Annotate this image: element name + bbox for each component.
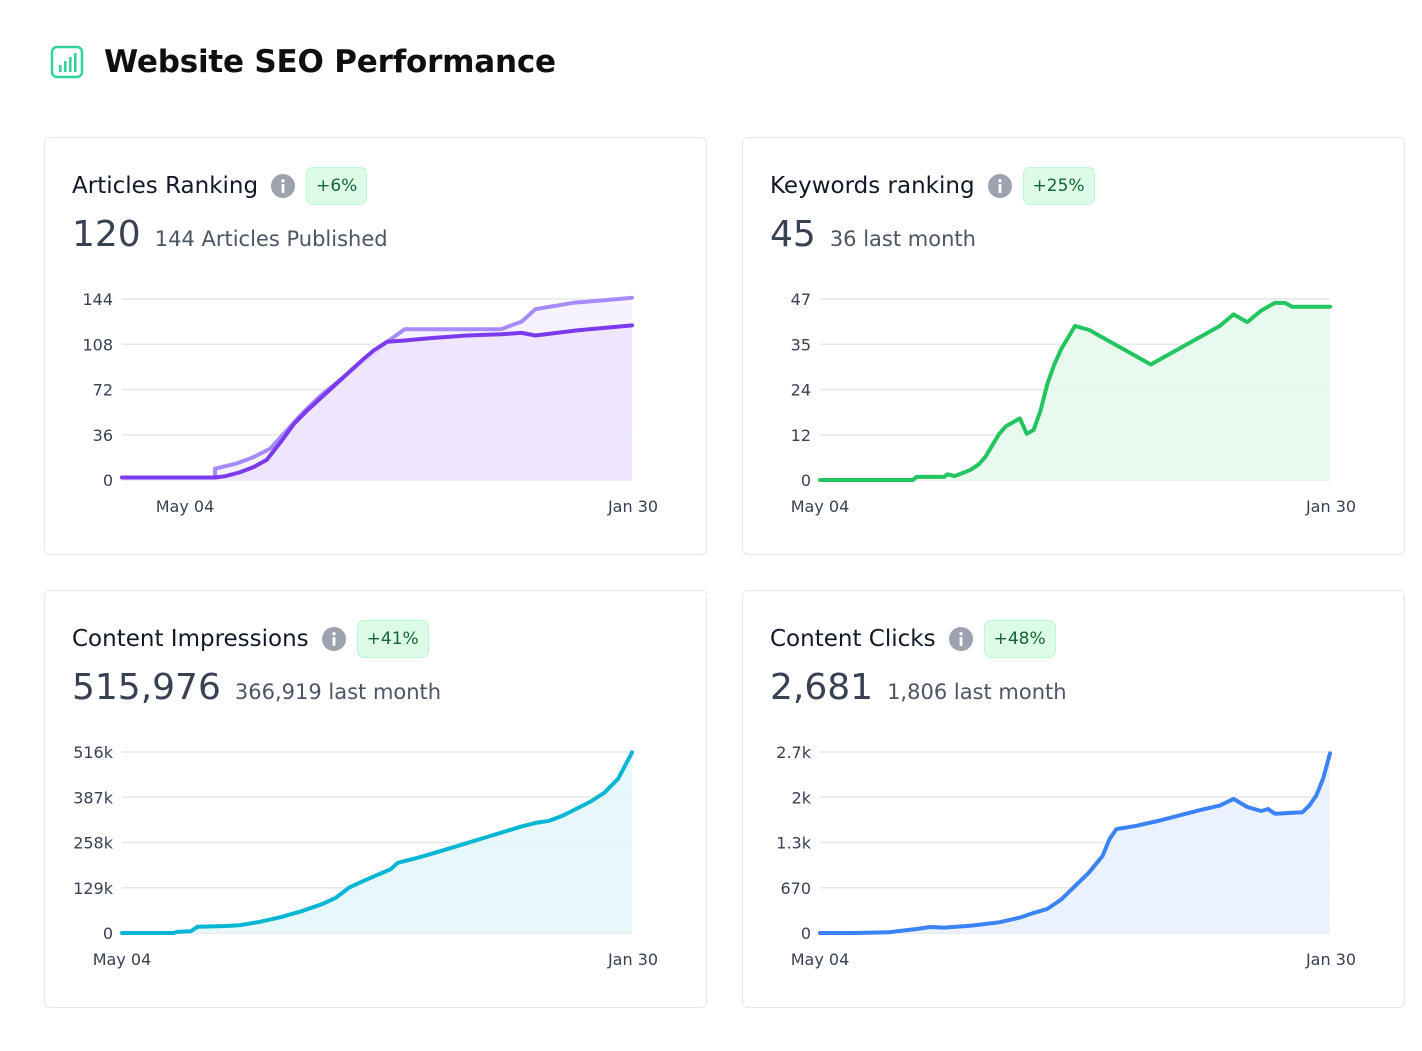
change-badge: +48% [983,620,1056,658]
metric-value: 45 [770,214,816,255]
metric-subtext: 144 Articles Published [154,227,388,251]
y-tick-label: 0 [103,924,113,943]
card-title: Content Clicks [770,626,936,652]
series-line [818,751,1332,935]
card-content-impressions: Content Impressions +41% 515,976 366,919… [44,590,707,1008]
x-tick-label: May 04 [93,950,152,969]
metric-subtext: 36 last month [829,227,976,251]
series-line [120,323,634,480]
card-title: Keywords ranking [770,173,975,199]
y-tick-label: 35 [791,335,811,354]
metric-subtext: 1,806 last month [887,680,1067,704]
page-title: Website SEO Performance [104,44,556,80]
metric-subtext: 366,919 last month [234,680,442,704]
page-header: Website SEO Performance [50,40,556,84]
y-tick-label: 387k [73,788,114,807]
y-tick-label: 129k [73,879,114,898]
y-tick-label: 72 [93,381,113,400]
line-chart: 2.7k 2k 1.3k 670 0 May 04 Jan 30 [776,743,1356,969]
x-tick-label: May 04 [791,950,850,969]
x-tick-label: May 04 [156,497,215,516]
series-area [820,753,1330,933]
series-area [820,302,1330,480]
metric-value: 515,976 [72,667,221,708]
x-tick-label: Jan 30 [607,497,658,516]
series-area [122,325,632,480]
y-tick-label: 258k [73,834,114,853]
series-line [818,300,1332,482]
x-tick-label: Jan 30 [1305,497,1356,516]
info-icon[interactable] [987,173,1013,199]
series-line [120,750,634,935]
y-tick-label: 670 [780,879,811,898]
x-tick-label: Jan 30 [607,950,658,969]
x-tick-label: May 04 [791,497,850,516]
change-badge: +25% [1022,167,1095,205]
card-title: Content Impressions [72,626,309,652]
change-badge: +6% [306,167,368,205]
bar-chart-icon [50,45,84,79]
y-tick-label: 47 [791,290,811,309]
line-chart: 144 108 72 36 0 May 04 Jan 30 [82,290,658,516]
info-icon[interactable] [948,626,974,652]
card-content-clicks: Content Clicks +48% 2,681 1,806 last mon… [742,590,1405,1008]
x-tick-label: Jan 30 [1305,950,1356,969]
y-tick-label: 516k [73,743,114,762]
info-icon[interactable] [270,173,296,199]
change-badge: +41% [356,620,429,658]
card-title: Articles Ranking [72,173,259,199]
y-tick-label: 24 [791,381,811,400]
y-tick-label: 2.7k [776,743,811,762]
series-area [122,752,632,933]
info-icon[interactable] [321,626,347,652]
y-tick-label: 2k [792,788,812,807]
y-tick-label: 108 [82,335,113,354]
metric-value: 2,681 [770,667,874,708]
y-tick-label: 12 [791,426,811,445]
y-tick-label: 144 [82,290,113,309]
line-chart: 516k 387k 258k 129k 0 May 04 Jan 30 [73,743,658,969]
card-articles-ranking: Articles Ranking +6% 120 144 Articles Pu… [44,137,707,555]
y-tick-label: 0 [801,471,811,490]
y-tick-label: 0 [103,471,113,490]
y-tick-label: 0 [801,924,811,943]
y-tick-label: 36 [93,426,113,445]
y-tick-label: 1.3k [776,834,811,853]
line-chart: 47 35 24 12 0 May 04 Jan 30 [791,290,1356,516]
metric-value: 120 [72,214,141,255]
card-keywords-ranking: Keywords ranking +25% 45 36 last month 4… [742,137,1405,555]
